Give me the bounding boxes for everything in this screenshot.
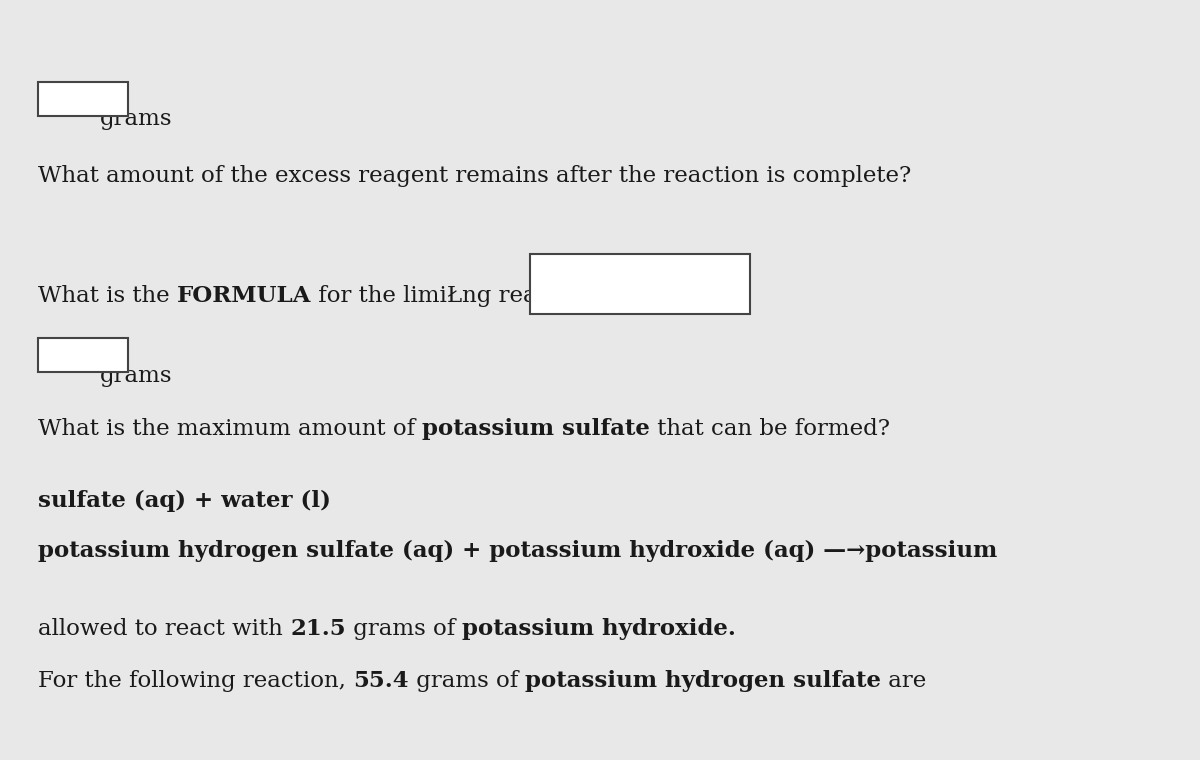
Text: 55.4: 55.4	[353, 670, 409, 692]
Text: grams of: grams of	[346, 618, 462, 640]
Text: allowed to react with: allowed to react with	[38, 618, 290, 640]
Text: potassium sulfate: potassium sulfate	[422, 418, 650, 440]
Text: grams: grams	[100, 365, 173, 387]
Text: FORMULA: FORMULA	[176, 285, 311, 307]
Text: are: are	[881, 670, 926, 692]
Text: sulfate (aq) + water (l): sulfate (aq) + water (l)	[38, 490, 331, 512]
Text: potassium hydroxide.: potassium hydroxide.	[462, 618, 736, 640]
Text: for the limiŁng reagent?: for the limiŁng reagent?	[311, 285, 601, 307]
Text: What is the maximum amount of: What is the maximum amount of	[38, 418, 422, 440]
Text: grams of: grams of	[409, 670, 526, 692]
Text: potassium hydrogen sulfate (aq) + potassium hydroxide (aq) —→potassium: potassium hydrogen sulfate (aq) + potass…	[38, 540, 997, 562]
Text: grams: grams	[100, 108, 173, 130]
Text: that can be formed?: that can be formed?	[650, 418, 890, 440]
Text: For the following reaction,: For the following reaction,	[38, 670, 353, 692]
Text: What is the: What is the	[38, 285, 176, 307]
Text: potassium hydrogen sulfate: potassium hydrogen sulfate	[526, 670, 881, 692]
Text: What amount of the excess reagent remains after the reaction is complete?: What amount of the excess reagent remain…	[38, 165, 911, 187]
Text: 21.5: 21.5	[290, 618, 346, 640]
